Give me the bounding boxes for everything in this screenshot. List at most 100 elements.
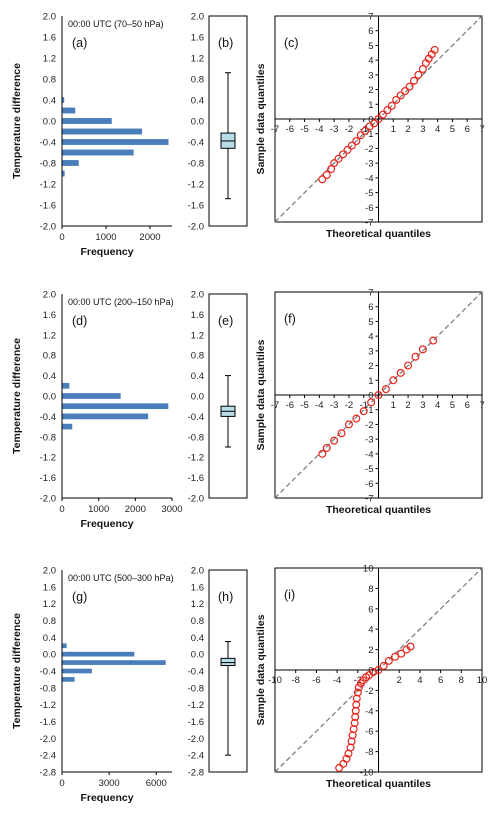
- qq-point: [414, 70, 423, 79]
- qq-x-tick-label: 5: [450, 400, 455, 411]
- histogram-bar: [62, 139, 169, 145]
- qq-point: [383, 106, 392, 115]
- box-y-tick-label: 1.2: [191, 54, 204, 65]
- hist-y-tick-label: 0.4: [43, 371, 56, 382]
- qq-x-tick-label: 1: [391, 400, 396, 411]
- qq-y-tick-label: -4: [365, 449, 373, 460]
- hist-x-tick-label: 3000: [99, 778, 120, 789]
- qq-point: [397, 649, 406, 658]
- qq-x-tick-label: 3: [420, 400, 425, 411]
- qq-point: [359, 407, 368, 416]
- histogram-bar: [62, 382, 70, 389]
- box-panel-label: (e): [218, 314, 233, 328]
- qq-x-tick-label: 3: [420, 124, 425, 135]
- hist-y-tick-label: -2.8: [40, 768, 56, 779]
- histogram-bar: [62, 170, 65, 177]
- qq-y-tick-label: -6: [365, 727, 373, 738]
- qq-x-tick-label: -6: [312, 675, 320, 686]
- hist-y-tick-label: 0.0: [43, 392, 56, 403]
- qq-y-tick-label: -7: [365, 218, 373, 229]
- qq-x-tick-label: -3: [330, 124, 338, 135]
- qq-y-tick-label: 0: [368, 666, 373, 677]
- hist-y-tick-label: 0.8: [43, 616, 56, 627]
- box-y-tick-label: -2.0: [188, 734, 204, 745]
- qq-x-tick-label: -8: [291, 675, 299, 686]
- hist-panel-label: (a): [72, 36, 87, 50]
- qq-point: [374, 665, 383, 674]
- box-plot-frame: [208, 293, 248, 499]
- qq-y-tick-label: -3: [365, 435, 373, 446]
- hist-y-tick-label: 0.8: [43, 75, 56, 86]
- qq-point: [352, 137, 361, 146]
- hist-y-tick-label: 0.0: [43, 117, 56, 128]
- box-y-tick-label: 0.8: [191, 75, 204, 86]
- qq-point: [381, 385, 390, 394]
- qq-x-tick-label: -4: [333, 675, 341, 686]
- box-iqr: [220, 657, 236, 667]
- box-y-tick-label: 2.0: [191, 12, 204, 23]
- qq-y-tick-label: 0: [368, 115, 373, 126]
- hist-x-tick-label: 0: [59, 504, 64, 515]
- box-y-tick-label: 0.0: [191, 117, 204, 128]
- qq-point: [406, 642, 415, 651]
- qq-point: [318, 449, 327, 458]
- qq-point: [411, 352, 420, 361]
- hist-title: 00:00 UTC (500–300 hPa): [68, 573, 174, 583]
- qq-point: [367, 398, 376, 407]
- qq-x-axis-label: Theoretical quantiles: [326, 228, 431, 240]
- qq-x-tick-label: -3: [330, 400, 338, 411]
- hist-y-tick-label: 1.2: [43, 54, 56, 65]
- qq-x-tick-label: 7: [479, 400, 484, 411]
- hist-y-tick-label: 1.6: [43, 33, 56, 44]
- qq-y-tick-label: 7: [368, 288, 373, 299]
- hist-y-tick-label: -2.0: [40, 494, 56, 505]
- qq-point: [342, 754, 351, 763]
- hist-y-tick-label: -0.8: [40, 159, 56, 170]
- hist-y-tick-label: 0.8: [43, 351, 56, 362]
- hist-x-tick-label: 6000: [146, 778, 167, 789]
- hist-panel-label: (g): [72, 590, 87, 604]
- qq-point: [374, 114, 383, 123]
- qq-point: [352, 414, 361, 423]
- qq-x-tick-label: 5: [450, 124, 455, 135]
- qq-y-tick-label: -4: [365, 173, 373, 184]
- hist-y-tick-label: 1.2: [43, 330, 56, 341]
- qq-panel-label: (f): [284, 312, 296, 326]
- qq-point: [353, 688, 362, 697]
- box-y-tick-label: -2.0: [188, 494, 204, 505]
- qq-y-tick-label: 6: [368, 604, 373, 615]
- box-y-tick-label: -1.6: [188, 717, 204, 728]
- qq-y-tick-label: 5: [368, 41, 373, 52]
- hist-x-tick-label: 2000: [139, 232, 160, 243]
- hist-y-tick-label: 0.4: [43, 96, 56, 107]
- hist-x-tick-label: 1000: [88, 504, 109, 515]
- hist-x-tick-label: 2000: [125, 504, 146, 515]
- qq-x-tick-label: -5: [300, 124, 308, 135]
- hist-y-axis-label: Temperature difference: [11, 63, 23, 179]
- hist-title: 00:00 UTC (70–50 hPa): [68, 19, 164, 29]
- histogram-bar: [62, 160, 79, 166]
- qq-y-tick-label: -8: [365, 747, 373, 758]
- qq-y-tick-label: -5: [365, 188, 373, 199]
- qq-panel-label: (i): [284, 588, 295, 602]
- box-y-tick-label: 1.2: [191, 330, 204, 341]
- hist-y-tick-label: 2.0: [43, 12, 56, 23]
- histogram-bar: [62, 413, 149, 420]
- histogram-bar: [62, 668, 92, 674]
- qq-point: [396, 91, 405, 100]
- qq-point: [339, 150, 348, 159]
- qq-y-tick-label: 10: [363, 564, 374, 575]
- qq-point: [334, 154, 343, 163]
- box-y-tick-label: -0.8: [188, 159, 204, 170]
- qq-x-tick-label: -4: [315, 400, 323, 411]
- box-plot-frame: [208, 15, 248, 227]
- box-y-tick-label: 1.2: [191, 599, 204, 610]
- hist-y-tick-label: -0.4: [40, 667, 56, 678]
- qq-point: [418, 345, 427, 354]
- qq-x-tick-label: -6: [286, 400, 294, 411]
- qq-point: [322, 443, 331, 452]
- qq-y-tick-label: 2: [368, 85, 373, 96]
- hist-y-tick-label: -1.6: [40, 473, 56, 484]
- box-y-tick-label: 2.0: [191, 290, 204, 301]
